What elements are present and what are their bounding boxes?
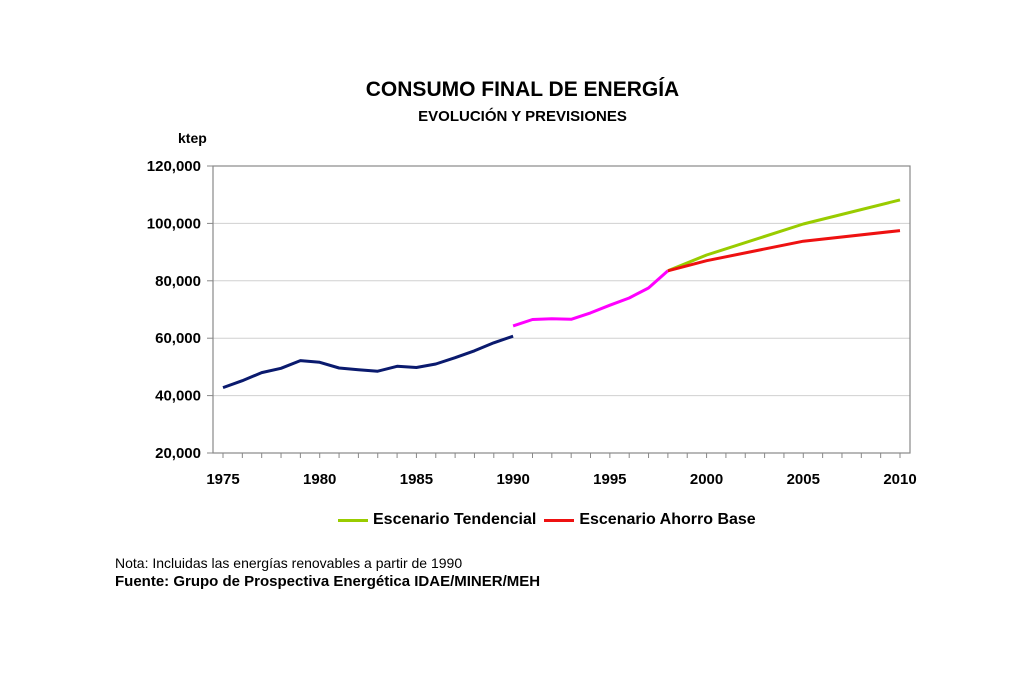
y-axis-unit-label: ktep	[178, 130, 207, 146]
series-line-2	[667, 198, 901, 273]
source-note: Fuente: Grupo de Prospectiva Energética …	[115, 573, 541, 590]
x-axis-ticks: 1975 1980 1985 1990 1995 2000 2005 2010	[206, 453, 917, 488]
legend-swatch-tendencial	[338, 518, 368, 522]
y-tick-label: 20,000	[155, 445, 201, 462]
legend-label-ahorro-base: Escenario Ahorro Base	[579, 511, 756, 528]
x-tick-label: 1995	[593, 471, 626, 488]
x-tick-label: 1975	[206, 471, 239, 488]
legend-item-ahorro-base: Escenario Ahorro Base	[544, 511, 756, 529]
x-tick-label: 2000	[690, 471, 723, 488]
gridlines	[213, 222, 910, 397]
x-tick-label: 2005	[787, 471, 820, 488]
legend-item-tendencial: Escenario Tendencial	[338, 511, 536, 529]
y-tick-label: 40,000	[155, 388, 201, 405]
y-axis-ticks: 20,000 40,000 60,000 80,000 100,000 120,000	[147, 158, 213, 462]
legend-swatch-ahorro-base	[544, 518, 575, 522]
x-tick-label: 1980	[303, 471, 336, 488]
chart-title: CONSUMO FINAL DE ENERGÍA	[365, 78, 680, 101]
footnote: Nota: Incluidas las energías renovables …	[115, 555, 463, 571]
x-tick-label: 2010	[883, 471, 916, 488]
chart-legend: Escenario Tendencial Escenario Ahorro Ba…	[338, 511, 764, 529]
y-tick-label: 80,000	[155, 273, 201, 290]
series-line-3	[667, 229, 901, 273]
x-tick-label: 1985	[400, 471, 433, 488]
y-tick-label: 60,000	[155, 330, 201, 347]
series-line-0	[222, 334, 514, 390]
y-tick-label: 100,000	[147, 215, 201, 232]
legend-label-tendencial: Escenario Tendencial	[373, 511, 537, 528]
x-tick-label: 1990	[496, 471, 529, 488]
plot-area-frame	[212, 165, 911, 454]
chart-subtitle: EVOLUCIÓN Y PREVISIONES	[418, 108, 627, 125]
series-line-1	[512, 269, 669, 328]
y-tick-label: 120,000	[147, 158, 201, 175]
series-lines	[222, 198, 901, 390]
